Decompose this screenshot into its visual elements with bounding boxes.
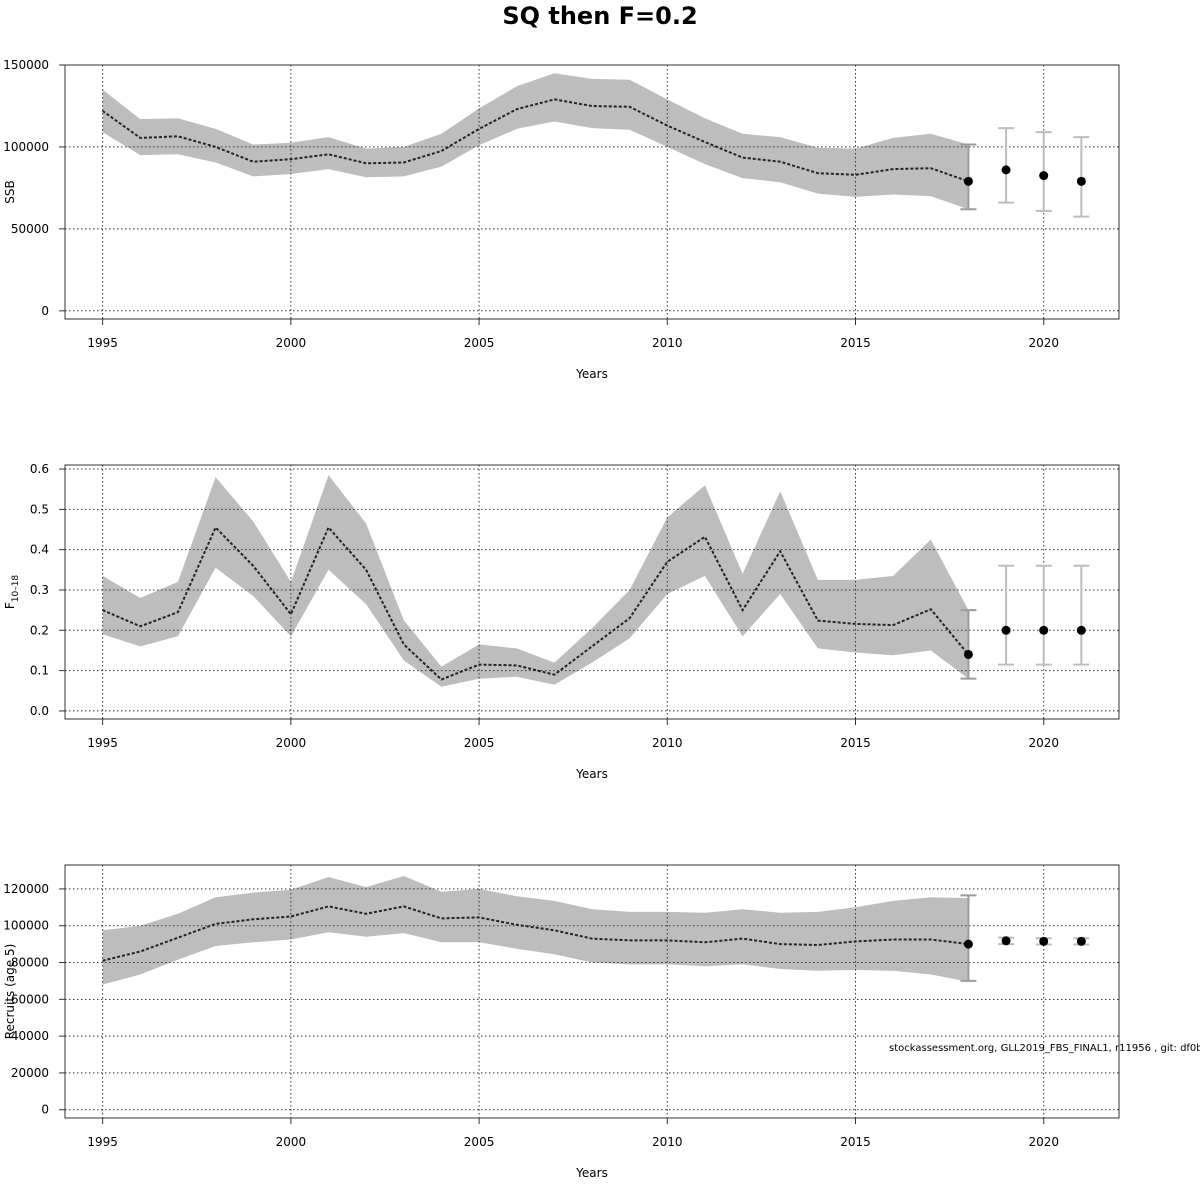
x-tick-label: 2010 (652, 1135, 683, 1149)
panel-3: 1995 2000 2005 2010 2015 2020 0 20000 40000 60000… (3, 864, 1120, 1180)
forecast-errorbar (998, 564, 1015, 666)
y-tick-label: 80000 (11, 956, 49, 970)
y-axis-title-main: F (3, 602, 17, 609)
y-tick-label: 20000 (11, 1066, 49, 1080)
forecast-point (1001, 625, 1011, 635)
plot-frame (64, 464, 1120, 720)
forecast-point (1039, 936, 1049, 946)
panels: 1995 2000 2005 2010 2015 2020 0 50000 100000 1500… (3, 58, 1120, 1180)
forecast-point (963, 649, 973, 659)
x-tick-label: 2015 (840, 336, 871, 350)
forecast-point (1076, 176, 1086, 186)
plot-frame (64, 864, 1120, 1119)
forecast-point (963, 176, 973, 186)
y-tick-label: 40000 (11, 1029, 49, 1043)
y-tick-label: 60000 (11, 992, 49, 1006)
x-tick-label: 2015 (840, 736, 871, 750)
y-tick-label: 120000 (3, 882, 49, 896)
forecast-point (1039, 625, 1049, 635)
forecast-errorbar (998, 127, 1015, 204)
estimate-line (102, 905, 969, 962)
forecast-errorbar (960, 143, 977, 211)
y-axis-title-main: Recruits (age 5) (3, 944, 17, 1040)
x-tick-label: 2015 (840, 1135, 871, 1149)
x-axis-title: Years (575, 367, 608, 381)
x-tick-label: 2005 (464, 336, 495, 350)
y-tick-label: 0.4 (30, 543, 49, 557)
forecast-errorbar (960, 609, 977, 680)
y-tick-label: 150000 (3, 58, 49, 72)
x-axis-title: Years (575, 767, 608, 781)
x-tick-label: 2020 (1028, 336, 1059, 350)
x-tick-label: 2005 (464, 736, 495, 750)
y-tick-label: 50000 (11, 222, 49, 236)
forecast-errorbar (1073, 564, 1090, 666)
x-tick-label: 2000 (276, 736, 307, 750)
y-tick-label: 100000 (3, 140, 49, 154)
forecast-point (1076, 625, 1086, 635)
estimate-line (102, 525, 970, 681)
y-tick-label: 0.5 (30, 502, 49, 516)
y-axis-title: SSB (3, 180, 17, 203)
x-tick-label: 1995 (87, 736, 118, 750)
forecast-errorbar (960, 894, 977, 982)
forecast-point (1039, 171, 1049, 181)
x-tick-label: 2000 (276, 336, 307, 350)
x-tick-label: 2000 (276, 1135, 307, 1149)
forecast-point (963, 939, 973, 949)
panel-2: 1995 2000 2005 2010 2015 2020 0.0 0.1 0.2 0.3 0.4 0… (3, 462, 1120, 781)
x-tick-label: 2005 (464, 1135, 495, 1149)
confidence-band (102, 876, 969, 985)
y-axis-title: F10–18 (3, 575, 21, 610)
x-tick-label: 1995 (87, 1135, 118, 1149)
forecast-point (1076, 936, 1086, 946)
x-tick-label: 2010 (652, 736, 683, 750)
confidence-band (102, 475, 969, 687)
x-tick-label: 1995 (87, 336, 118, 350)
x-tick-label: 2010 (652, 336, 683, 350)
y-tick-label: 0.0 (30, 704, 49, 718)
x-tick-label: 2020 (1028, 1135, 1059, 1149)
estimate-line (102, 98, 969, 183)
forecast-point (1001, 936, 1011, 946)
y-tick-label: 0.1 (30, 664, 49, 678)
x-tick-label: 2020 (1028, 736, 1059, 750)
confidence-band (102, 73, 969, 210)
y-axis-title-subscript: 10–18 (11, 575, 21, 603)
panel-1: 1995 2000 2005 2010 2015 2020 0 50000 100000 1500… (3, 58, 1120, 381)
y-tick-label: 100000 (3, 919, 49, 933)
forecast-errorbar (1073, 136, 1090, 218)
y-tick-label: 0 (41, 1103, 49, 1117)
y-tick-label: 0.2 (30, 623, 49, 637)
watermark-text: stockassessment.org, GLL2019_FBS_FINAL1,… (889, 1043, 1200, 1054)
y-axis-title: Recruits (age 5) (3, 944, 17, 1040)
plot-frame (64, 64, 1120, 320)
y-tick-label: 0.3 (30, 583, 49, 597)
y-axis-title-main: SSB (3, 180, 17, 203)
y-tick-label: 0.6 (30, 462, 49, 476)
chart-title: SQ then F=0.2 (502, 2, 697, 30)
forecast-point (1001, 165, 1011, 175)
forecast-errorbar (1035, 564, 1052, 666)
y-tick-label: 0 (41, 304, 49, 318)
x-axis-title: Years (575, 1166, 608, 1180)
